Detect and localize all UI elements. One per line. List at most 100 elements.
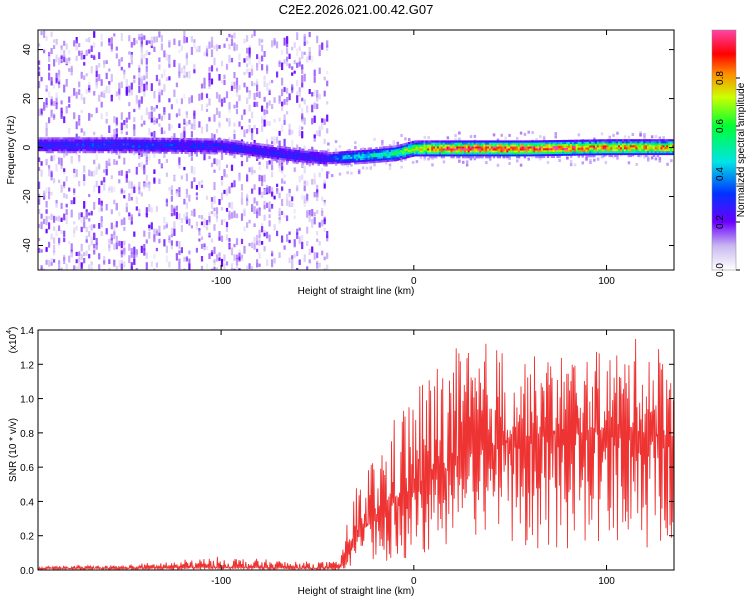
heatmap-cell <box>610 151 613 154</box>
heatmap-cell <box>138 85 141 93</box>
heatmap-cell <box>190 138 193 141</box>
heatmap-cell <box>97 145 101 148</box>
heatmap-cell <box>454 138 457 141</box>
heatmap-cell <box>90 137 93 140</box>
heatmap-cell <box>98 223 101 229</box>
heatmap-cell <box>523 140 527 143</box>
heatmap-cell <box>554 144 557 147</box>
heatmap-cell <box>598 153 602 156</box>
heatmap-cell <box>571 145 575 148</box>
heatmap-cell <box>213 142 216 145</box>
heatmap-cell <box>502 156 505 159</box>
heatmap-cell <box>203 52 206 57</box>
heatmap-cell <box>616 149 619 152</box>
heatmap-cell <box>138 137 141 140</box>
heatmap-cell <box>298 259 301 265</box>
heatmap-cell <box>581 151 584 154</box>
heatmap-cell <box>194 140 197 143</box>
heatmap-cell <box>134 151 137 154</box>
heatmap-cell <box>185 71 188 78</box>
heatmap-cell <box>600 132 604 136</box>
heatmap-cell <box>182 145 185 148</box>
heatmap-cell <box>318 49 321 57</box>
heatmap-cell <box>577 141 580 144</box>
heatmap-cell <box>556 143 559 147</box>
heatmap-cell <box>246 35 249 42</box>
heatmap-cell <box>211 140 214 143</box>
heatmap-cell <box>373 155 376 158</box>
heatmap-cell <box>462 156 465 159</box>
heatmap-cell <box>230 139 234 142</box>
heatmap-cell <box>564 139 567 143</box>
heatmap-cell <box>176 139 180 143</box>
heatmap-cell <box>100 220 103 228</box>
heatmap-cell <box>158 225 161 233</box>
heatmap-cell <box>410 145 413 148</box>
heatmap-cell <box>442 154 446 157</box>
heatmap-cell <box>172 147 176 150</box>
heatmap-cell <box>406 144 409 147</box>
heatmap-cell <box>88 244 91 251</box>
heatmap-cell <box>562 147 565 150</box>
heatmap-cell <box>537 156 540 159</box>
heatmap-cell <box>373 137 376 141</box>
heatmap-cell <box>65 194 68 199</box>
heatmap-cell <box>612 145 615 148</box>
heatmap-cell <box>84 149 87 152</box>
heatmap-cell <box>306 193 309 201</box>
heatmap-cell <box>354 158 357 161</box>
heatmap-cell <box>326 264 329 270</box>
heatmap-cell <box>203 218 206 222</box>
heatmap-cell <box>70 137 74 140</box>
heatmap-cell <box>43 139 47 142</box>
heatmap-cell <box>332 161 336 164</box>
heatmap-cell <box>205 144 209 147</box>
heatmap-cell <box>224 140 228 144</box>
heatmap-cell <box>334 161 338 164</box>
heatmap-cell <box>544 153 548 157</box>
heatmap-cell <box>489 148 492 151</box>
heatmap-cell <box>527 144 530 147</box>
heatmap-cell <box>134 145 137 148</box>
heatmap-cell <box>153 178 156 182</box>
heatmap-cell <box>192 140 195 143</box>
heatmap-cell <box>670 159 673 163</box>
heatmap-cell <box>608 145 611 148</box>
heatmap-cell <box>291 72 294 76</box>
heatmap-cell <box>639 139 642 142</box>
heatmap-cell <box>38 247 41 253</box>
heatmap-cell <box>301 119 304 123</box>
heatmap-cell <box>225 234 229 241</box>
heatmap-cell <box>479 142 482 145</box>
heatmap-cell <box>327 162 330 165</box>
heatmap-cell <box>280 155 284 159</box>
heatmap-cell <box>396 146 399 149</box>
heatmap-cell <box>105 149 108 152</box>
heatmap-cell <box>63 141 66 144</box>
heatmap-cell <box>616 131 619 135</box>
heatmap-cell <box>438 150 442 153</box>
heatmap-cell <box>57 147 60 150</box>
heatmap-cell <box>492 152 496 155</box>
heatmap-cell <box>110 233 113 241</box>
heatmap-cell <box>113 141 116 144</box>
heatmap-cell <box>519 131 523 135</box>
heatmap-cell <box>386 151 390 155</box>
heatmap-cell <box>381 150 384 153</box>
heatmap-cell <box>458 152 461 155</box>
heatmap-cell <box>53 145 56 148</box>
heatmap-cell <box>419 155 423 159</box>
heatmap-cell <box>386 153 390 156</box>
heatmap-cell <box>220 192 224 201</box>
heatmap-cell <box>373 151 376 154</box>
heatmap-cell <box>53 251 56 256</box>
heatmap-cell <box>589 143 592 146</box>
heatmap-cell <box>664 152 667 156</box>
heatmap-cell <box>623 135 627 139</box>
heatmap-cell <box>306 199 309 204</box>
heatmap-cell <box>554 153 557 156</box>
heatmap-cell <box>318 262 321 268</box>
heatmap-cell <box>552 146 555 149</box>
heatmap-cell <box>107 141 110 144</box>
heatmap-cell <box>467 150 471 153</box>
